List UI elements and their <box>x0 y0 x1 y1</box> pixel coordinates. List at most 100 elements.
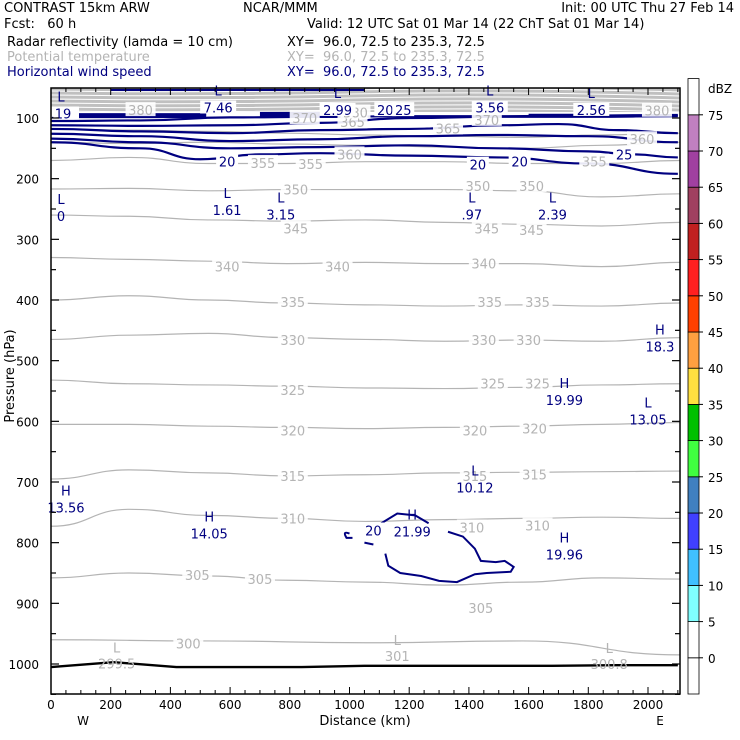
theta-label-bg <box>462 177 493 192</box>
theta-label-bg <box>456 519 487 534</box>
colorbar-label: 20 <box>708 507 723 521</box>
theta-label-bg <box>468 255 499 270</box>
wind-extremum-value: 7.46 <box>204 102 233 117</box>
wind-extremum-bg <box>471 100 508 114</box>
colorbar-segment <box>687 403 700 441</box>
wind-contour-jet-5 <box>50 141 678 175</box>
y-tick-label: 900 <box>16 597 39 611</box>
theta-extremum-marker: L <box>394 634 402 649</box>
init-time: Init: 00 UTC Thu 27 Feb 14 <box>561 1 734 16</box>
theta-label-bg <box>522 293 553 308</box>
theta-label: 305 <box>248 573 273 588</box>
theta-label-bg <box>516 222 547 237</box>
colorbar: 0 5 10 15 20 25 30 35 40 45 50 55 60 65 70 75 <box>687 78 723 695</box>
theta-contour-330 <box>50 332 681 342</box>
wind-extremum-marker: H <box>407 509 417 524</box>
wind-extremum-marker: L <box>486 85 494 100</box>
axes: 0 200 400 600 800 1000 1200 1400 1600 1800 2000100… <box>8 87 681 712</box>
theta-label-bg <box>289 110 320 124</box>
theta-label-bg <box>277 381 308 396</box>
colorbar-label: 5 <box>708 616 716 630</box>
wind-extremum-value: 18.3 <box>645 341 674 356</box>
theta-contour-350 <box>50 187 681 198</box>
wind-extremum-marker: L <box>549 191 557 206</box>
wind-contour-label: 25 <box>395 104 412 119</box>
theta-label-bg <box>280 181 311 196</box>
wind-label-bg <box>613 146 636 161</box>
colorbar-label: 10 <box>708 579 723 593</box>
y-axis-label: Pressure (hPa) <box>3 329 18 422</box>
contour-labels: 350 350 350 345 345 345 340 340 340 335 335 335 330 3… <box>43 85 674 673</box>
x-tick-label: 1800 <box>573 698 604 712</box>
theta-label: 350 <box>519 180 544 195</box>
x-tick-label: 1400 <box>454 698 485 712</box>
colorbar-segment <box>687 331 700 369</box>
colorbar-label: 50 <box>708 290 723 304</box>
theta-label: 355 <box>251 157 276 172</box>
wind-extremum-marker: H <box>204 510 214 525</box>
theta-label-bg <box>522 517 553 532</box>
theta-label-bg <box>522 375 553 390</box>
wind-extremum-value: 13.56 <box>47 501 84 516</box>
theta-label: 325 <box>480 378 505 393</box>
theta-label: 330 <box>471 334 496 349</box>
theta-label-bg <box>471 220 502 235</box>
theta-label: 325 <box>280 384 305 399</box>
wind-extremum-value: 19.96 <box>546 549 583 564</box>
theta-label-bg <box>182 566 213 581</box>
wind-contour-20-small <box>364 541 374 546</box>
theta-contour-305 <box>50 572 681 586</box>
x-tick-label: 400 <box>159 698 182 712</box>
colorbar-unit-label: dBZ <box>708 82 732 96</box>
theta-label: 340 <box>325 261 350 276</box>
colorbar-segment <box>687 585 700 623</box>
theta-band-line <box>50 92 681 97</box>
theta-extremum-value: 299.5 <box>98 657 135 672</box>
theta-label: 345 <box>519 224 544 239</box>
wind-core-bar <box>528 113 577 117</box>
field-reflectivity-xy: XY= 96.0, 72.5 to 235.3, 72.5 <box>287 35 485 50</box>
wind-contour-label: 25 <box>616 148 633 163</box>
wind-contour-label: 20 <box>365 525 382 540</box>
wind-extremum-marker: L <box>334 87 342 102</box>
wind-extremum-value: 3.15 <box>266 208 295 223</box>
wind-extremum-marker: L <box>57 193 65 208</box>
x-tick-label: 600 <box>219 698 242 712</box>
colorbar-segment <box>687 222 700 260</box>
wind-label-bg <box>374 102 397 117</box>
theta-label-bg <box>322 258 353 273</box>
theta-label: 340 <box>471 258 496 273</box>
wind-contour-jet-3 <box>50 132 678 144</box>
wind-contour-20-mid <box>384 530 516 584</box>
theta-contour-345 <box>50 214 681 227</box>
theta-label: 360 <box>337 148 362 163</box>
theta-label-bg <box>334 146 365 161</box>
wind-contour-jet-4 <box>50 137 678 159</box>
theta-contour-300 <box>50 639 681 656</box>
field-theta-xy: XY= 96.0, 72.5 to 235.3, 72.5 <box>287 50 485 65</box>
wind-label-bg <box>466 156 489 171</box>
theta-label: 320 <box>522 423 547 438</box>
theta-label: 305 <box>468 602 493 617</box>
colorbar-segment <box>687 367 700 405</box>
theta-label: 355 <box>298 158 323 173</box>
wind-contour-label: 20 <box>219 156 236 171</box>
y-tick-label: 1000 <box>8 658 39 672</box>
wind-contour-jet-2 <box>50 122 678 135</box>
theta-label-bg <box>433 120 464 135</box>
terrain-surface-line <box>50 660 678 669</box>
wind-extremum-value: 21.99 <box>394 526 431 541</box>
theta-label: 345 <box>474 222 499 237</box>
theta-label-bg <box>641 102 672 117</box>
wind-extremum-marker: L <box>644 396 652 411</box>
wind-extremum-marker: H <box>61 484 71 499</box>
colorbar-segment <box>687 186 700 224</box>
theta-extremum-marker: L <box>606 642 614 657</box>
center-label: NCAR/MMM <box>243 1 318 16</box>
theta-label-bg <box>579 153 610 168</box>
theta-label: 310 <box>525 520 550 535</box>
theta-extremum-value: 300.8 <box>591 658 628 673</box>
theta-label-bg <box>477 375 508 390</box>
theta-label-bg <box>474 293 505 308</box>
forecast-hour: Fcst: 60 h <box>4 17 77 32</box>
